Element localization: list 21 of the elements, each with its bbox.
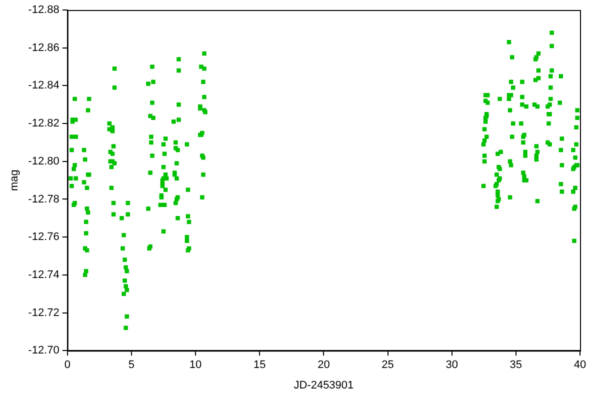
y-tick-label: -12.86 — [28, 42, 60, 54]
y-tick-label: -12.78 — [28, 193, 60, 206]
y-tick-label: -12.82 — [28, 118, 60, 130]
y-tick-label: -12.70 — [28, 344, 60, 357]
y-tick-label: -12.84 — [28, 80, 60, 92]
x-tick-label: 35 — [510, 359, 522, 372]
x-tick-label: 5 — [128, 359, 135, 372]
x-tick-label: 0 — [64, 359, 70, 372]
y-tick-label: -12.72 — [28, 306, 60, 319]
x-tick-label: 40 — [574, 359, 586, 372]
x-tick-label: 30 — [446, 359, 458, 372]
y-tick-label: -12.88 — [28, 4, 60, 16]
x-tick-label: 15 — [253, 359, 266, 372]
y-tick-label: -12.74 — [28, 268, 60, 281]
y-axis-title: mag — [8, 170, 21, 192]
x-tick-label: 20 — [318, 359, 330, 372]
y-tick-label: -12.80 — [28, 155, 60, 168]
x-tick-label: 10 — [189, 359, 202, 372]
x-tick-label: 25 — [382, 359, 394, 372]
y-tick-label: -12.76 — [28, 231, 60, 244]
x-axis-title: JD-2453901 — [294, 379, 354, 392]
